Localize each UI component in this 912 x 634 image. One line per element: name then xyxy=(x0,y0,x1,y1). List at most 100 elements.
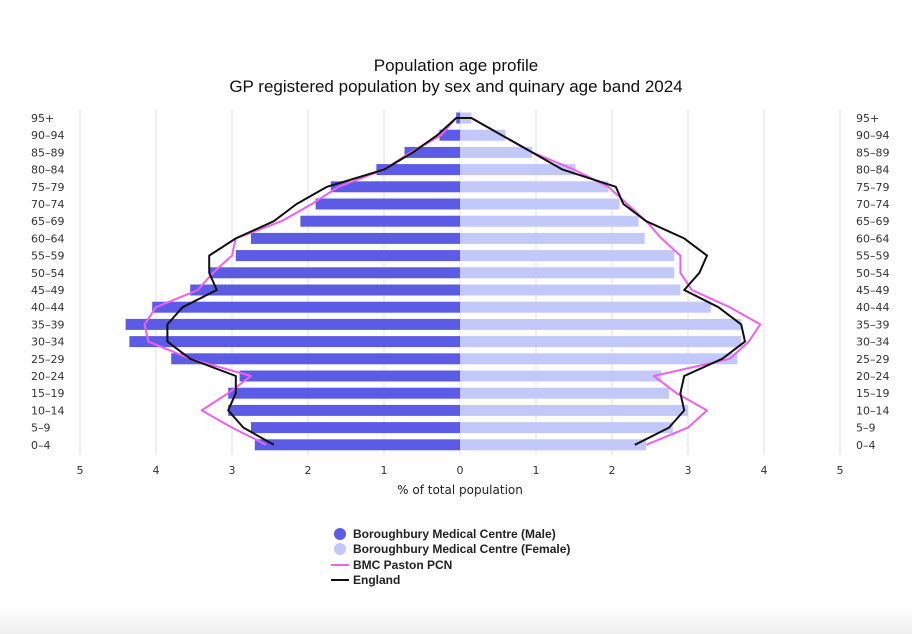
bar-female xyxy=(460,181,609,193)
bars xyxy=(125,112,742,451)
bar-female xyxy=(460,250,675,262)
legend-label: England xyxy=(353,573,401,588)
bar-male xyxy=(254,439,460,451)
x-tick-label: 3 xyxy=(685,464,692,477)
y-tick-label-left: 55–59 xyxy=(31,250,65,263)
y-tick-label-right: 40–44 xyxy=(856,301,890,314)
y-tick-label-left: 25–29 xyxy=(31,353,65,366)
x-tick-label: 1 xyxy=(381,464,388,477)
y-tick-label-right: 50–54 xyxy=(856,267,890,280)
bar-female xyxy=(460,336,742,348)
y-tick-label-left: 65–69 xyxy=(31,215,65,228)
y-tick-label-right: 55–59 xyxy=(856,250,890,263)
bar-male xyxy=(190,284,460,296)
x-tick-label: 5 xyxy=(837,464,844,477)
legend-item: Boroughbury Medical Centre (Male) xyxy=(331,526,570,542)
x-tick-label: 1 xyxy=(533,464,540,477)
legend-label: Boroughbury Medical Centre (Male) xyxy=(353,526,556,541)
y-tick-label-left: 0–4 xyxy=(31,439,51,452)
chart-title: Population age profile xyxy=(373,56,539,75)
y-tick-label-right: 10–14 xyxy=(856,404,890,417)
legend-item: BMC Paston PCN xyxy=(331,557,570,573)
bar-male xyxy=(330,181,460,193)
y-tick-label-left: 15–19 xyxy=(31,387,65,400)
y-tick-label-right: 95+ xyxy=(856,112,879,125)
bar-male xyxy=(235,250,460,262)
y-tick-label-right: 20–24 xyxy=(856,370,890,383)
bar-male xyxy=(300,215,460,227)
bar-female xyxy=(460,215,639,227)
legend: Boroughbury Medical Centre (Male) Borough… xyxy=(331,526,570,588)
y-tick-label-right: 65–69 xyxy=(856,215,890,228)
x-tick-label: 2 xyxy=(305,464,312,477)
bar-male xyxy=(171,353,460,365)
y-tick-label-right: 85–89 xyxy=(856,146,890,159)
y-tick-label-right: 80–84 xyxy=(856,164,890,177)
y-tick-label-left: 90–94 xyxy=(31,129,65,142)
legend-item: England xyxy=(331,573,570,589)
y-tick-label-left: 85–89 xyxy=(31,146,65,159)
bar-female xyxy=(460,129,506,141)
bar-male xyxy=(228,387,460,399)
y-tick-label-right: 35–39 xyxy=(856,318,890,331)
bar-male xyxy=(152,301,460,313)
y-tick-label-left: 80–84 xyxy=(31,164,65,177)
bar-female xyxy=(460,353,738,365)
bar-male xyxy=(251,232,460,244)
y-tick-label-left: 75–79 xyxy=(31,181,65,194)
x-tick-label: 2 xyxy=(609,464,616,477)
bar-female xyxy=(460,284,681,296)
gridlines xyxy=(79,109,841,455)
bar-male xyxy=(209,267,460,279)
x-tick-label: 4 xyxy=(761,464,768,477)
y-tick-label-right: 30–34 xyxy=(856,336,890,349)
bar-male xyxy=(376,164,460,176)
bar-male xyxy=(439,129,460,141)
bar-female xyxy=(460,146,533,158)
y-tick-label-left: 5–9 xyxy=(31,422,51,435)
bar-female xyxy=(460,387,669,399)
y-tick-label-right: 75–79 xyxy=(856,181,890,194)
bar-male xyxy=(129,336,460,348)
bar-male xyxy=(404,146,460,158)
y-tick-label-left: 70–74 xyxy=(31,198,65,211)
y-tick-label-right: 0–4 xyxy=(856,439,876,452)
y-tick-label-right: 90–94 xyxy=(856,129,890,142)
x-axis-label: % of total population xyxy=(397,483,523,497)
legend-dot-icon xyxy=(331,543,349,556)
y-tick-label-right: 5–9 xyxy=(856,422,876,435)
bar-male xyxy=(228,404,460,416)
y-tick-label-right: 60–64 xyxy=(856,232,890,245)
x-tick-label: 5 xyxy=(77,464,84,477)
y-tick-label-left: 10–14 xyxy=(31,404,65,417)
bar-female xyxy=(460,404,688,416)
y-tick-label-left: 50–54 xyxy=(31,267,65,280)
bar-female xyxy=(460,164,576,176)
legend-label: BMC Paston PCN xyxy=(353,557,453,572)
y-tick-label-left: 95+ xyxy=(31,112,54,125)
bar-female xyxy=(460,422,673,434)
bar-female xyxy=(460,198,620,210)
y-tick-label-right: 25–29 xyxy=(856,353,890,366)
page-bottom-edge xyxy=(0,606,912,634)
bar-female xyxy=(460,439,647,451)
bar-female xyxy=(460,232,645,244)
bar-male xyxy=(251,422,460,434)
y-tick-label-left: 20–24 xyxy=(31,370,65,383)
legend-item: Boroughbury Medical Centre (Female) xyxy=(331,542,570,558)
x-tick-label: 4 xyxy=(153,464,160,477)
y-tick-label-left: 45–49 xyxy=(31,284,65,297)
y-tick-label-right: 70–74 xyxy=(856,198,890,211)
y-tick-label-right: 15–19 xyxy=(856,387,890,400)
bar-female xyxy=(460,301,711,313)
line-england xyxy=(166,117,746,446)
series-lines xyxy=(143,117,762,446)
y-tick-label-right: 45–49 xyxy=(856,284,890,297)
bar-male xyxy=(125,318,460,330)
y-tick-labels: 0–4 0–4 5–9 5–9 10–14 10–14 15–19 15–19 20–24 20–… xyxy=(31,112,890,452)
bar-female xyxy=(460,267,675,279)
y-tick-label-left: 30–34 xyxy=(31,336,65,349)
legend-label: Boroughbury Medical Centre (Female) xyxy=(353,542,571,557)
